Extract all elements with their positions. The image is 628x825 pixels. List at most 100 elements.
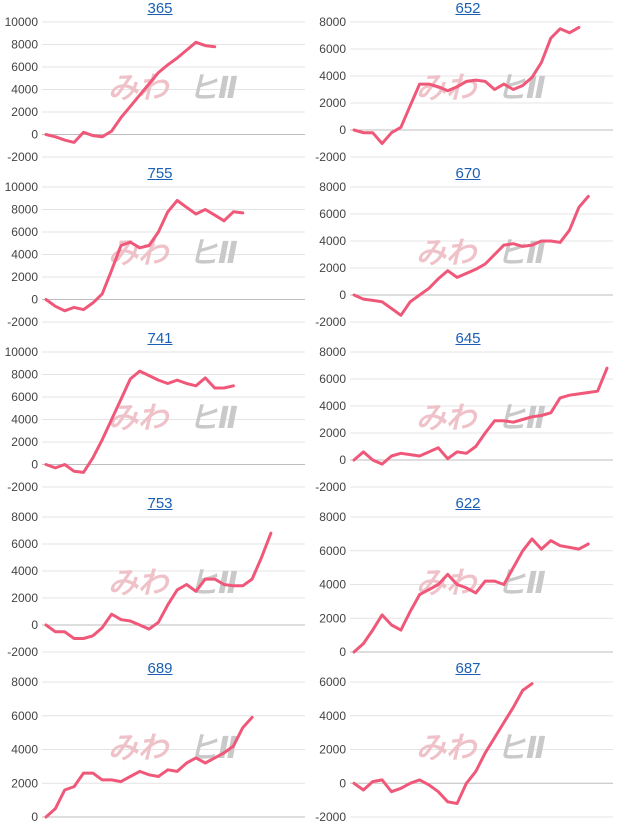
line-chart: 10000 8000 6000 4000 2000 0 -2000 みわ ヒⅡ (5, 15, 305, 164)
y-tick-label: 4000 (11, 564, 38, 578)
y-tick-label: 0 (31, 810, 38, 824)
watermark-logo: みわ ヒⅡ (108, 566, 238, 601)
watermark-logo: みわ ヒⅡ (416, 731, 546, 766)
y-tick-label: 2000 (11, 591, 38, 605)
y-tick-label: -2000 (315, 480, 346, 494)
y-tick-label: 4000 (11, 248, 38, 262)
chart-title-link[interactable]: 670 (455, 165, 481, 182)
y-tick-label: 4000 (319, 69, 346, 83)
line-chart: 8000 6000 4000 2000 0 みわ ヒⅡ (319, 510, 613, 659)
chart-title-link[interactable]: 622 (455, 495, 481, 512)
y-tick-label: 0 (339, 776, 346, 790)
chart-panel: 755 10000 8000 6000 4000 2000 0 -2000 みわ ヒⅡ (5, 165, 310, 330)
line-chart: 8000 6000 4000 2000 0 みわ ヒⅡ (11, 675, 305, 824)
svg-text:みわ: みわ (108, 566, 170, 601)
y-tick-label: -2000 (315, 150, 346, 164)
y-tick-label: 0 (31, 618, 38, 632)
svg-text:みわ: みわ (416, 401, 478, 436)
y-tick-label: 8000 (11, 510, 38, 524)
line-chart: 8000 6000 4000 2000 0 -2000 みわ ヒⅡ (315, 345, 613, 494)
svg-text:みわ: みわ (416, 566, 478, 601)
y-tick-label: 4000 (11, 83, 38, 97)
y-tick-label: 8000 (11, 675, 38, 689)
y-tick-label: 0 (31, 128, 38, 142)
series-line (352, 537, 590, 654)
line-chart: 10000 8000 6000 4000 2000 0 -2000 みわ ヒⅡ (5, 180, 305, 329)
watermark-logo: みわ ヒⅡ (108, 401, 238, 436)
y-tick-label: 4000 (319, 578, 346, 592)
y-tick-label: 8000 (319, 510, 346, 524)
chart-title-link[interactable]: 689 (147, 660, 173, 677)
y-tick-label: -2000 (7, 315, 38, 329)
y-tick-label: 6000 (11, 390, 38, 404)
y-tick-label: 2000 (11, 270, 38, 284)
watermark-logo: みわ ヒⅡ (108, 71, 238, 106)
y-tick-label: 10000 (5, 15, 39, 29)
y-tick-label: 0 (31, 293, 38, 307)
y-tick-label: -2000 (315, 315, 346, 329)
series-line (44, 40, 217, 144)
y-tick-label: 6000 (11, 709, 38, 723)
svg-text:ヒⅡ: ヒⅡ (188, 71, 238, 106)
y-tick-label: 2000 (11, 435, 38, 449)
chart-panel: 645 8000 6000 4000 2000 0 -2000 みわ ヒⅡ (315, 330, 618, 495)
chart-panel: 365 10000 8000 6000 4000 2000 0 -2000 みわ ヒⅡ (5, 0, 310, 165)
y-tick-label: 0 (339, 645, 346, 659)
y-tick-label: 4000 (319, 709, 346, 723)
chart-title-link[interactable]: 753 (147, 495, 173, 512)
y-tick-label: 0 (339, 123, 346, 137)
y-tick-label: 2000 (319, 426, 346, 440)
chart-title-link[interactable]: 645 (455, 330, 481, 347)
y-tick-label: 2000 (11, 776, 38, 790)
y-tick-label: 0 (339, 453, 346, 467)
line-chart: 8000 6000 4000 2000 0 -2000 みわ ヒⅡ (315, 180, 613, 329)
y-tick-label: 0 (339, 288, 346, 302)
chart-panel: 652 8000 6000 4000 2000 0 -2000 みわ ヒⅡ (315, 0, 618, 165)
y-tick-label: 6000 (319, 372, 346, 386)
chart-panel: 753 8000 6000 4000 2000 0 -2000 みわ ヒⅡ (7, 495, 310, 660)
chart-title-link[interactable]: 755 (147, 165, 173, 182)
chart-title-link[interactable]: 365 (147, 0, 173, 17)
y-tick-label: 2000 (319, 261, 346, 275)
y-tick-label: 6000 (319, 42, 346, 56)
y-tick-label: 6000 (319, 207, 346, 221)
series-line (352, 194, 590, 317)
series-line (352, 25, 581, 145)
y-tick-label: 2000 (11, 105, 38, 119)
chart-title-link[interactable]: 652 (455, 0, 481, 17)
watermark-logo: みわ ヒⅡ (416, 71, 546, 106)
y-tick-label: 8000 (11, 38, 38, 52)
svg-text:みわ: みわ (416, 731, 478, 766)
y-tick-label: 4000 (11, 743, 38, 757)
y-tick-label: -2000 (7, 645, 38, 659)
y-tick-label: 6000 (11, 537, 38, 551)
watermark-logo: みわ ヒⅡ (108, 731, 238, 766)
chart-panel: 622 8000 6000 4000 2000 0 みわ ヒⅡ (318, 495, 618, 660)
chart-title-link[interactable]: 687 (455, 660, 481, 677)
chart-panel: 741 10000 8000 6000 4000 2000 0 -2000 みわ ヒⅡ (5, 330, 310, 495)
y-tick-label: 0 (31, 458, 38, 472)
chart-title-link[interactable]: 741 (147, 330, 173, 347)
watermark-logo: みわ ヒⅡ (416, 566, 546, 601)
svg-text:ヒⅡ: ヒⅡ (188, 401, 238, 436)
series-line (44, 369, 235, 474)
y-tick-label: 8000 (319, 345, 346, 359)
y-tick-label: -2000 (7, 480, 38, 494)
series-line (44, 199, 245, 313)
y-tick-label: 10000 (5, 345, 39, 359)
y-tick-label: -2000 (7, 150, 38, 164)
y-tick-label: 4000 (319, 234, 346, 248)
y-tick-label: 4000 (11, 413, 38, 427)
watermark-logo: みわ ヒⅡ (416, 401, 546, 436)
chart-panel: 687 6000 4000 2000 0 -2000 みわ ヒⅡ (315, 660, 618, 825)
chart-panel: 689 8000 6000 4000 2000 0 みわ ヒⅡ (10, 660, 310, 825)
y-tick-label: 8000 (319, 180, 346, 194)
svg-text:ヒⅡ: ヒⅡ (188, 566, 238, 601)
line-chart: 6000 4000 2000 0 -2000 みわ ヒⅡ (315, 675, 613, 824)
chart-panel: 670 8000 6000 4000 2000 0 -2000 みわ ヒⅡ (315, 165, 618, 330)
y-tick-label: 8000 (11, 203, 38, 217)
y-tick-label: 6000 (11, 60, 38, 74)
watermark-logo: みわ ヒⅡ (108, 236, 238, 271)
y-tick-label: 2000 (319, 96, 346, 110)
svg-text:ヒⅡ: ヒⅡ (496, 731, 546, 766)
